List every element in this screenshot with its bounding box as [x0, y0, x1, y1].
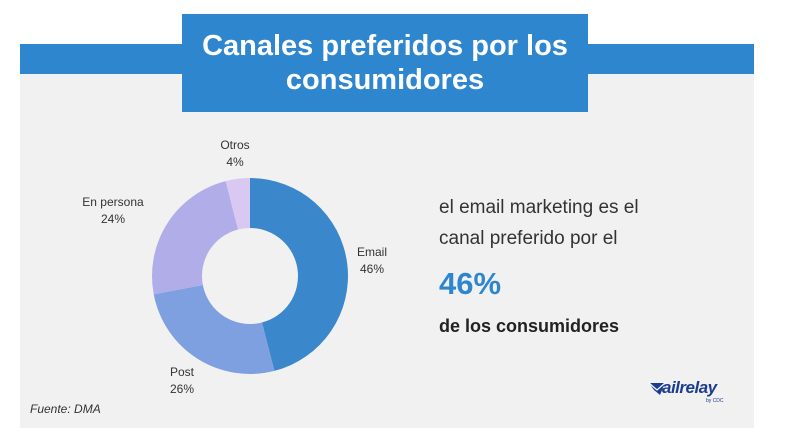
source-note: Fuente: DMA [30, 402, 101, 416]
stat-caption: de los consumidores [439, 316, 620, 336]
slice-label: En persona [82, 195, 144, 209]
slice-label: Post [170, 365, 195, 379]
stat-line-2: canal preferido por el [439, 228, 618, 249]
stat-line-1: el email marketing es el [439, 197, 639, 218]
mailrelay-logo: ailrelay by CDC [648, 378, 748, 410]
slice-otros [225, 178, 250, 230]
slice-value-label: 46% [360, 262, 384, 276]
envelope-icon [648, 382, 666, 395]
slice-value-label: 26% [170, 382, 194, 396]
page-title: Canales preferidos por los consumidores [202, 30, 568, 96]
slice-value-label: 4% [226, 155, 244, 169]
slice-post [153, 284, 275, 374]
stat-value: 46% [439, 266, 502, 301]
title-box: Canales preferidos por los consumidores [182, 14, 588, 112]
slice-en-persona [152, 181, 239, 295]
slice-value-label: 24% [101, 212, 125, 226]
slice-label: Otros [220, 138, 249, 152]
logo-word: ailrelay [662, 378, 717, 397]
slice-label: Email [357, 245, 387, 259]
logo-tagline: by CDC [706, 398, 724, 404]
slice-email [250, 178, 348, 371]
